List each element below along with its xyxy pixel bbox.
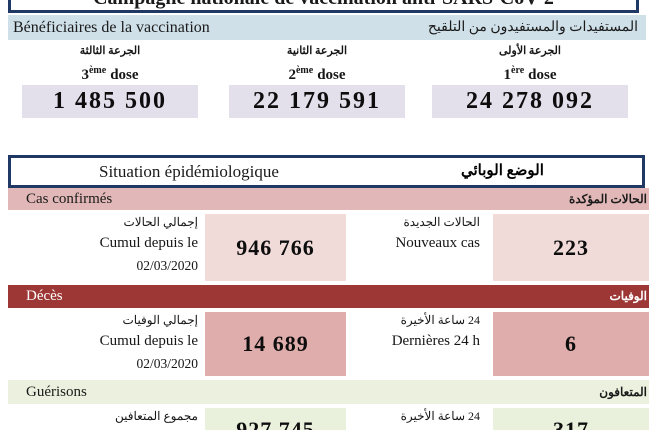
epidemiology-title-ar: الوضع الوبائي: [461, 163, 544, 179]
dose2-value-cell: 22 179 591: [229, 85, 405, 118]
deaths-title-fr: Décès: [26, 288, 63, 304]
dose1-header: الجرعة الأولى 1ère dose: [432, 43, 628, 83]
confirmed-total-label: إجمالي الحالات Cumul depuis le 02/03/202…: [99, 215, 198, 273]
dose3-label-fr: 3ème dose: [81, 65, 139, 83]
dose2-label-fr: 2ème dose: [288, 65, 346, 83]
recoveries-recent-label: 24 ساعة الأخيرة: [400, 409, 480, 423]
confirmed-cases-bar: Cas confirmés الحالات المؤكدة: [8, 188, 649, 210]
deaths-total-value: 14 689: [205, 312, 346, 376]
campaign-title: Campagne nationale de vaccination anti-S…: [93, 0, 554, 10]
recoveries-recent-value: 317: [493, 408, 649, 430]
confirmed-cases-title-fr: Cas confirmés: [26, 190, 113, 207]
dose2-header: الجرعة الثانية 2ème dose: [229, 43, 405, 83]
deaths-total-label: إجمالي الوفيات Cumul depuis le 02/03/202…: [99, 313, 198, 371]
beneficiaries-title-fr: Bénéficiaires de la vaccination: [13, 18, 210, 36]
dose3-label-ar: الجرعة الثالثة: [79, 45, 141, 57]
confirmed-new-label: الحالات الجديدة Nouveaux cas: [395, 215, 480, 251]
recoveries-total-label: مجموع المتعافين Cumul depuis le: [100, 409, 198, 430]
beneficiaries-title-ar: المستفيدات والمستفيدون من التلقيح: [427, 20, 638, 35]
deaths-bar: Décès الوفيات: [8, 285, 649, 308]
deaths-recent-value: 6: [493, 312, 649, 376]
recoveries-title-fr: Guérisons: [26, 383, 87, 400]
dose1-label-fr: 1ère dose: [503, 65, 557, 83]
recoveries-title-ar: المتعافون: [599, 384, 647, 399]
deaths-row: إجمالي الوفيات Cumul depuis le 02/03/202…: [0, 308, 649, 380]
recoveries-bar: Guérisons المتعافون: [8, 380, 649, 404]
beneficiaries-header-bar: Bénéficiaires de la vaccination المستفيد…: [8, 15, 646, 40]
dose3-header: الجرعة الثالثة 3ème dose: [22, 43, 198, 83]
confirmed-cases-title-ar: الحالات المؤكدة: [569, 191, 647, 206]
epidemiology-title-box: Situation épidémiologique الوضع الوبائي: [8, 155, 645, 188]
confirmed-total-value: 946 766: [205, 214, 346, 281]
dose1-label-ar: الجرعة الأولى: [499, 45, 561, 57]
confirmed-cases-row: إجمالي الحالات Cumul depuis le 02/03/202…: [0, 210, 649, 285]
deaths-recent-label: 24 ساعة الأخيرة Dernières 24 h: [391, 313, 480, 349]
confirmed-new-value: 223: [493, 214, 649, 281]
dose1-value-cell: 24 278 092: [432, 85, 628, 118]
epidemiology-title-fr: Situation épidémiologique: [99, 162, 279, 181]
dose2-label-ar: الجرعة الثانية: [286, 45, 348, 57]
recoveries-row: مجموع المتعافين Cumul depuis le 927 745 …: [0, 404, 649, 430]
dose3-value-cell: 1 485 500: [22, 85, 198, 118]
campaign-title-box: Campagne nationale de vaccination anti-S…: [8, 0, 639, 13]
recoveries-total-value: 927 745: [205, 408, 346, 430]
deaths-title-ar: الوفيات: [609, 289, 648, 303]
